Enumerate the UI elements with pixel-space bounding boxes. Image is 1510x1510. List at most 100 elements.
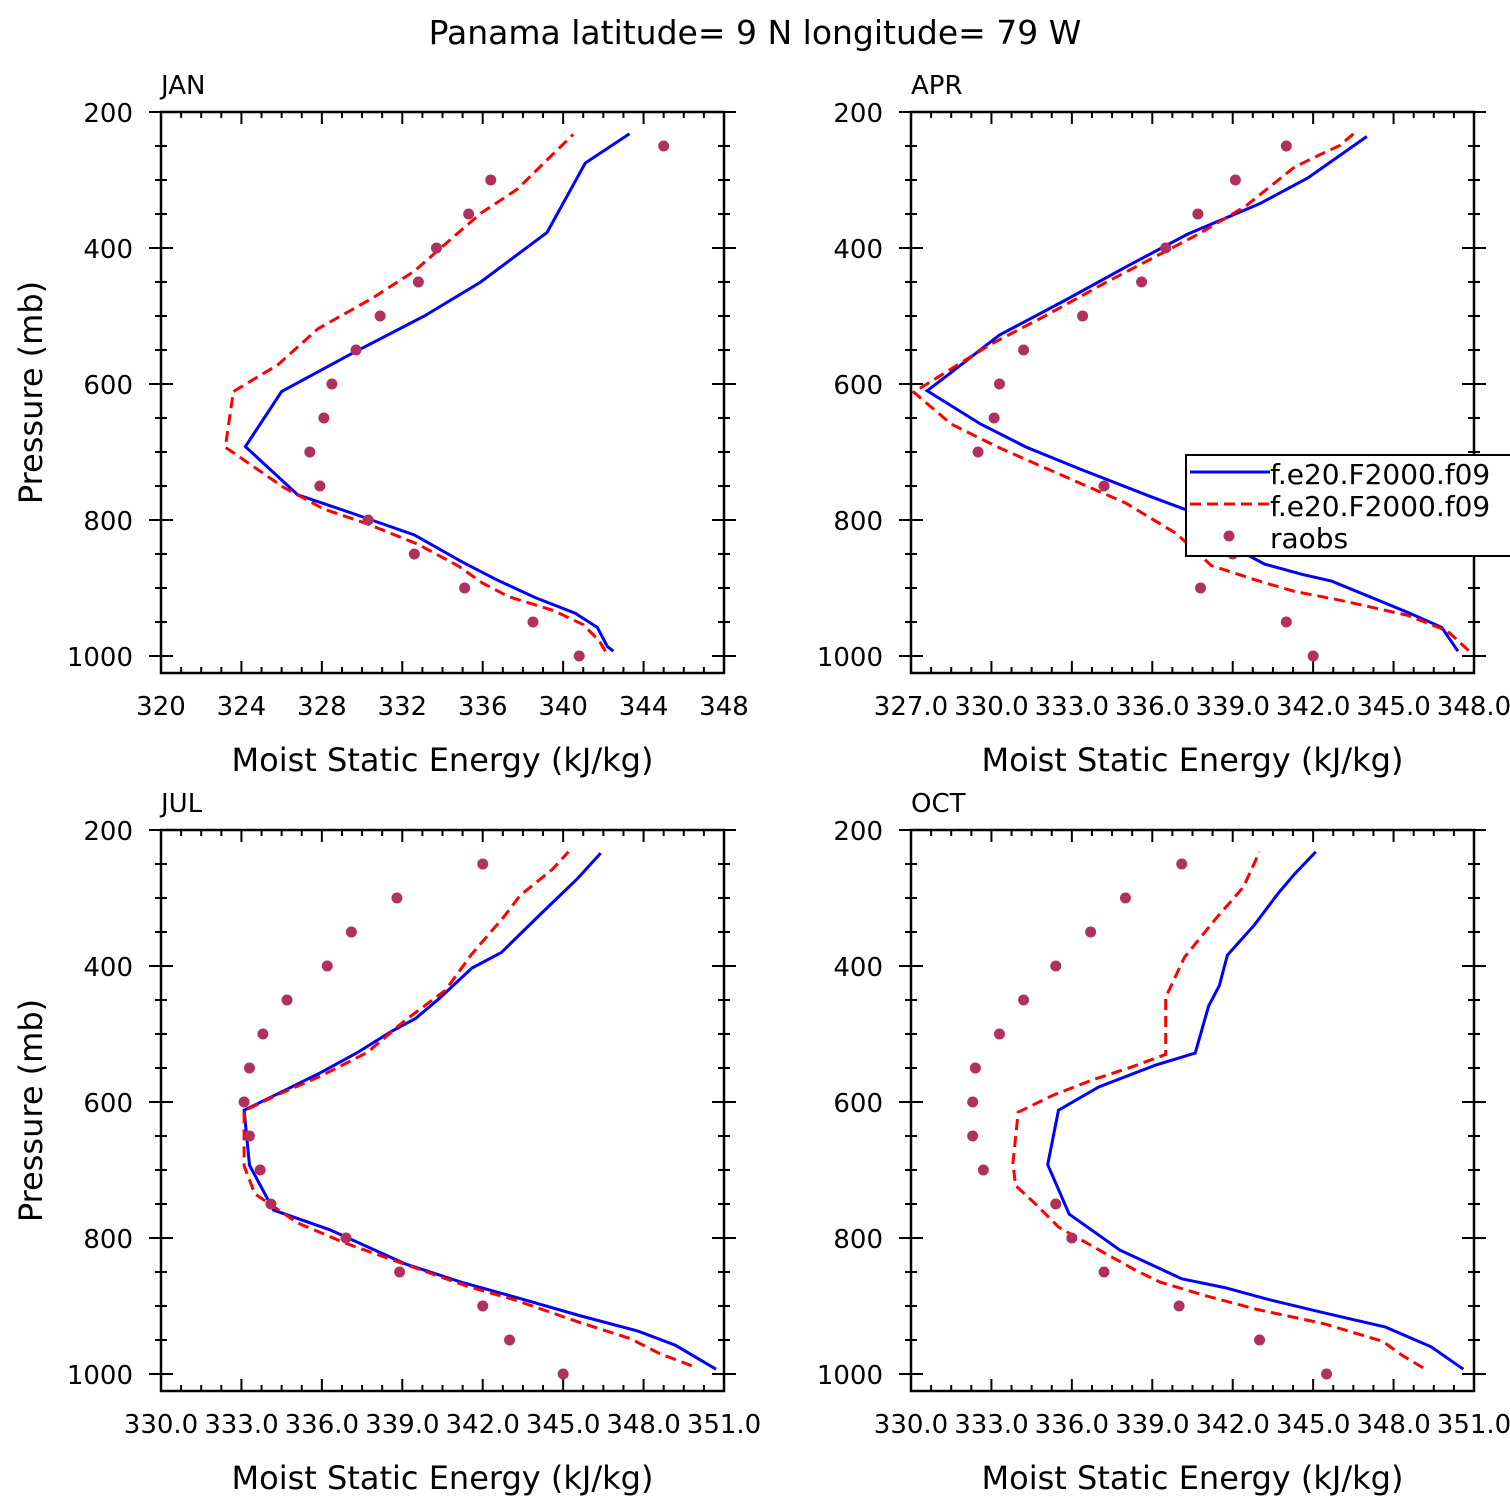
raobs-point — [969, 1062, 981, 1074]
x-tick-label: 324 — [217, 692, 267, 722]
x-tick-label: 339.0 — [1115, 1410, 1189, 1440]
raobs-point — [394, 1266, 406, 1278]
x-axis-label: Moist Static Energy (kJ/kg) — [982, 1459, 1404, 1497]
y-tick-label: 1000 — [67, 1361, 133, 1391]
y-tick-label: 400 — [83, 235, 133, 265]
raobs-point — [1018, 994, 1030, 1006]
raobs-point — [977, 1164, 989, 1176]
x-tick-label: 328 — [297, 692, 347, 722]
model-line-solid — [242, 852, 717, 1371]
legend-entry: f.e20.F2000.f09 — [1270, 490, 1490, 523]
raobs-point — [340, 1232, 352, 1244]
y-tick-label: 400 — [833, 953, 883, 983]
legend-entry: raobs — [1270, 522, 1348, 555]
raobs-point — [243, 1130, 255, 1142]
raobs-point — [362, 514, 374, 526]
y-tick-label: 800 — [833, 507, 883, 537]
raobs-point — [265, 1198, 277, 1210]
x-tick-label: 333.0 — [954, 1410, 1028, 1440]
raobs-point — [326, 378, 338, 390]
y-tick-label: 400 — [83, 953, 133, 983]
raobs-point — [281, 994, 293, 1006]
raobs-point — [1077, 310, 1089, 322]
raobs-point — [1254, 1334, 1266, 1346]
raobs-point — [243, 1062, 255, 1074]
raobs-point — [1280, 140, 1292, 152]
raobs-point — [967, 1130, 979, 1142]
x-tick-label: 336.0 — [285, 1410, 359, 1440]
raobs-point — [1280, 616, 1292, 628]
panel-label: APR — [911, 71, 963, 101]
y-tick-label: 400 — [833, 235, 883, 265]
raobs-point — [304, 446, 316, 458]
x-tick-label: 345.0 — [1356, 692, 1430, 722]
x-tick-label: 320 — [136, 692, 186, 722]
raobs-point — [1321, 1368, 1333, 1380]
raobs-point — [972, 446, 984, 458]
model-line-solid — [243, 132, 631, 653]
model-line-dashed — [1011, 851, 1424, 1370]
x-tick-label: 330.0 — [124, 1410, 198, 1440]
x-tick-label: 340 — [538, 692, 588, 722]
raobs-point — [993, 378, 1005, 390]
raobs-point — [988, 412, 1000, 424]
y-tick-label: 800 — [833, 1225, 883, 1255]
x-tick-label: 348.0 — [1437, 692, 1510, 722]
raobs-point — [1085, 926, 1097, 938]
raobs-point — [967, 1096, 979, 1108]
x-tick-label: 330.0 — [874, 1410, 948, 1440]
y-tick-label: 1000 — [817, 1361, 883, 1391]
y-tick-label: 600 — [83, 1089, 133, 1119]
x-tick-label: 333.0 — [204, 1410, 278, 1440]
raobs-point — [412, 276, 424, 288]
x-tick-label: 339.0 — [365, 1410, 439, 1440]
raobs-point — [257, 1028, 269, 1040]
y-tick-label: 800 — [83, 507, 133, 537]
x-tick-label: 345.0 — [1276, 1410, 1350, 1440]
raobs-point — [1192, 208, 1204, 220]
x-axis-label: Moist Static Energy (kJ/kg) — [232, 741, 654, 779]
x-tick-label: 348.0 — [606, 1410, 680, 1440]
y-tick-label: 200 — [83, 817, 133, 847]
raobs-point — [1050, 1198, 1062, 1210]
x-tick-label: 342.0 — [1276, 692, 1350, 722]
panel-label: JAN — [159, 71, 205, 101]
raobs-point — [1066, 1232, 1078, 1244]
panel-jul: 330.0 333.0 336.0 339.0 342.0 345.0 348.0 351.0… — [12, 789, 761, 1497]
y-tick-label: 1000 — [67, 643, 133, 673]
raobs-point — [573, 650, 585, 662]
x-tick-label: 332 — [377, 692, 427, 722]
x-tick-label: 336 — [458, 692, 508, 722]
panel-label: OCT — [911, 789, 966, 819]
raobs-point — [993, 1028, 1005, 1040]
y-tick-label: 600 — [833, 371, 883, 401]
plot-frame — [159, 110, 726, 675]
x-tick-label: 345.0 — [526, 1410, 600, 1440]
raobs-point — [1195, 582, 1207, 594]
x-tick-label: 327.0 — [874, 692, 948, 722]
y-axis-label: Pressure (mb) — [12, 281, 50, 504]
raobs-point — [1176, 858, 1188, 870]
raobs-point — [658, 140, 670, 152]
raobs-point — [321, 960, 333, 972]
x-tick-label: 344 — [619, 692, 669, 722]
raobs-point — [1307, 650, 1319, 662]
raobs-point — [1018, 344, 1030, 356]
x-tick-label: 348.0 — [1356, 1410, 1430, 1440]
x-tick-label: 351.0 — [1437, 1410, 1510, 1440]
raobs-point — [557, 1368, 569, 1380]
raobs-point — [477, 1300, 489, 1312]
y-tick-label: 600 — [83, 371, 133, 401]
model-line-dashed — [911, 130, 1470, 652]
raobs-point — [314, 480, 326, 492]
raobs-point — [1119, 892, 1131, 904]
model-line-solid — [1046, 850, 1465, 1371]
raobs-point — [527, 616, 539, 628]
x-tick-label: 342.0 — [445, 1410, 519, 1440]
raobs-point — [1136, 276, 1148, 288]
raobs-point — [408, 548, 420, 560]
raobs-point — [485, 174, 497, 186]
x-tick-label: 348 — [699, 692, 749, 722]
y-axis-label: Pressure (mb) — [12, 999, 50, 1222]
